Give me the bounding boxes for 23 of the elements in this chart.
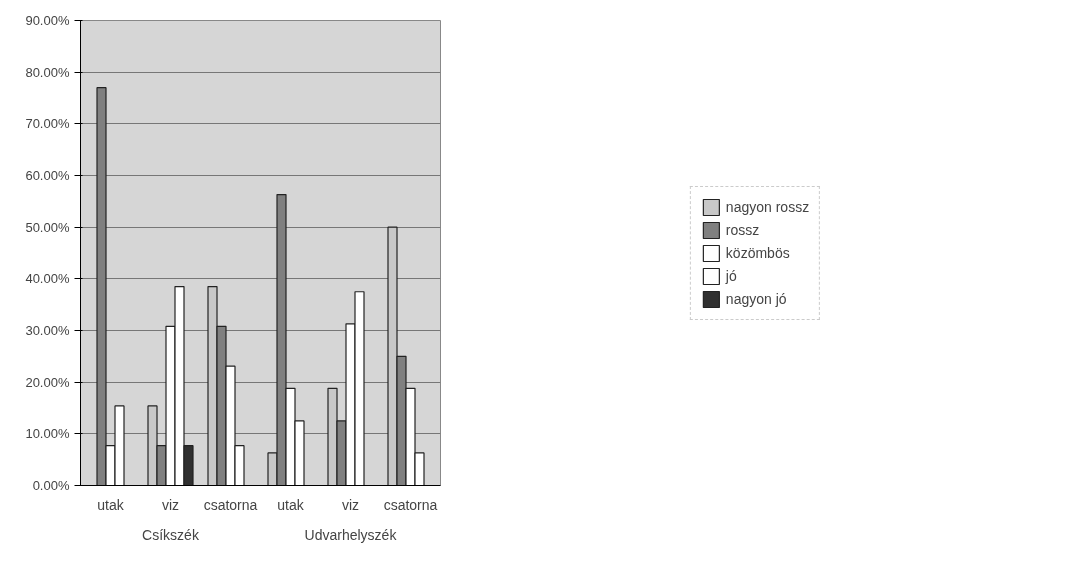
y-tick-label: 20.00% bbox=[25, 374, 70, 390]
text: Csíkszék bbox=[142, 526, 200, 543]
y-tick-label: 10.00% bbox=[25, 426, 70, 442]
x-tick-label: viz bbox=[341, 496, 360, 513]
y-tick-label: 90.00% bbox=[25, 13, 70, 28]
y-tick-label: 50.00% bbox=[25, 219, 70, 235]
x-tick-label: utak bbox=[277, 496, 305, 513]
legend-label: nagyon rossz bbox=[725, 198, 810, 215]
legend-label: rossz bbox=[725, 221, 760, 238]
legend-label: nagyon jó bbox=[725, 290, 787, 307]
y-tick-label: 30.00% bbox=[25, 323, 70, 338]
legend-label: jó bbox=[725, 267, 738, 284]
y-tick-label: 70.00% bbox=[25, 116, 70, 132]
legend-label: közömbös bbox=[725, 244, 790, 261]
y-tick-label: 80.00% bbox=[25, 64, 70, 80]
x-tick-label: csatorna bbox=[383, 496, 438, 513]
x-tick-label: viz bbox=[161, 496, 180, 513]
y-tick-label: 40.00% bbox=[25, 271, 70, 287]
text: Udvarhelyszék bbox=[304, 526, 398, 543]
y-tick-label: 60.00% bbox=[25, 168, 70, 183]
y-tick-label: 0.00% bbox=[32, 478, 70, 493]
x-tick-label: csatorna bbox=[203, 496, 258, 513]
x-tick-label: utak bbox=[97, 496, 125, 513]
